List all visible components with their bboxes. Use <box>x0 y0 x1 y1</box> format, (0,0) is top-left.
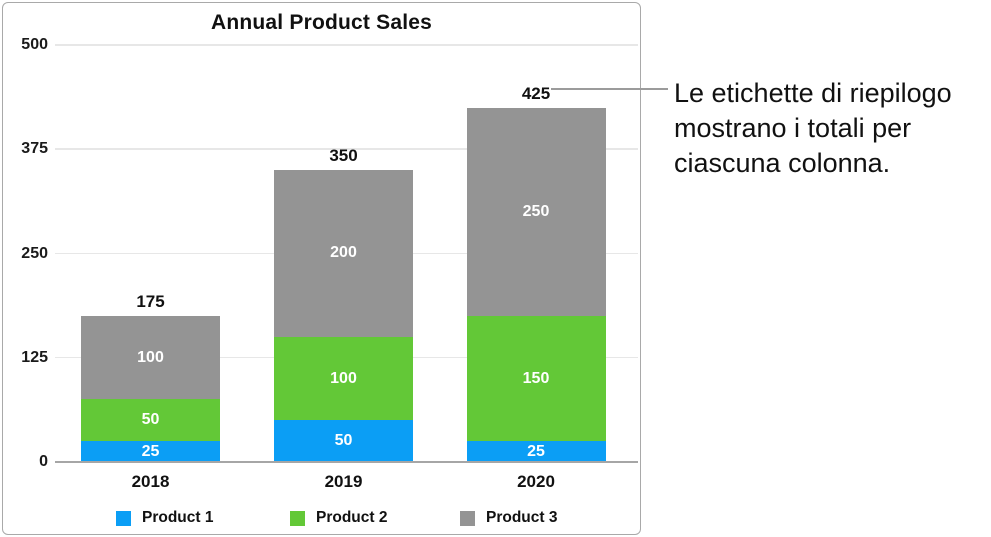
bar-segment-2019-product-2: 100 <box>274 336 413 421</box>
bar-segment-2019-product-1: 50 <box>274 420 413 462</box>
product-1-swatch-icon <box>116 510 131 526</box>
product-2-swatch-icon <box>290 510 305 526</box>
x-axis-line <box>55 461 638 463</box>
y-axis-label-500: 500 <box>21 36 48 53</box>
segment-value-label: 100 <box>137 348 164 366</box>
gridline-500 <box>55 44 638 46</box>
annotation-line: Le etichette di riepilogo <box>674 78 952 108</box>
callout-line <box>551 88 668 90</box>
bar-segment-2018-product-2: 50 <box>81 399 220 442</box>
segment-value-label: 100 <box>330 369 357 387</box>
bar-segment-2020-product-3: 250 <box>466 107 606 317</box>
y-axis-label-125: 125 <box>21 348 48 366</box>
chart-title: Annual Product Sales <box>210 11 433 34</box>
segment-value-label: 50 <box>334 432 353 450</box>
segment-value-label: 150 <box>522 369 550 387</box>
bar-segment-2019-product-3: 200 <box>274 170 413 337</box>
y-axis-label-375: 375 <box>21 140 48 158</box>
annotation-line: mostrano i totali per <box>674 113 912 143</box>
x-axis-label-2020: 2020 <box>517 472 555 491</box>
bar-segment-2018-product-1: 25 <box>81 441 220 462</box>
y-axis-label-0: 0 <box>39 453 48 470</box>
segment-value-label: 200 <box>330 244 357 262</box>
x-axis-label-2019: 2019 <box>324 472 363 491</box>
segment-value-label: 25 <box>141 442 160 460</box>
bar-segment-2018-product-3: 100 <box>81 316 220 400</box>
segment-value-label: 25 <box>527 442 545 460</box>
legend-label: Product 2 <box>316 509 388 526</box>
total-label-2019: 350 <box>329 146 358 166</box>
segment-value-label: 250 <box>522 202 550 220</box>
y-axis-label-250: 250 <box>21 244 48 262</box>
legend-item-product-3: Product 3 <box>460 509 558 526</box>
legend-item-product-2: Product 2 <box>290 509 388 526</box>
annotation-line: ciascuna colonna. <box>674 148 891 178</box>
legend-item-product-1: Product 1 <box>116 509 214 526</box>
legend-label: Product 3 <box>486 509 558 526</box>
gridline-375 <box>55 148 638 150</box>
bar-segment-2020-product-2: 150 <box>466 316 606 442</box>
total-label-2018: 175 <box>136 292 165 312</box>
annotation-text: Le etichette di riepilogo mostrano i tot… <box>674 76 986 181</box>
segment-value-label: 50 <box>141 411 160 429</box>
product-3-swatch-icon <box>460 510 475 526</box>
total-label-2020: 425 <box>521 83 551 103</box>
bar-segment-2020-product-1: 25 <box>466 441 606 462</box>
x-axis-label-2018: 2018 <box>131 472 170 491</box>
legend-label: Product 1 <box>142 509 214 526</box>
